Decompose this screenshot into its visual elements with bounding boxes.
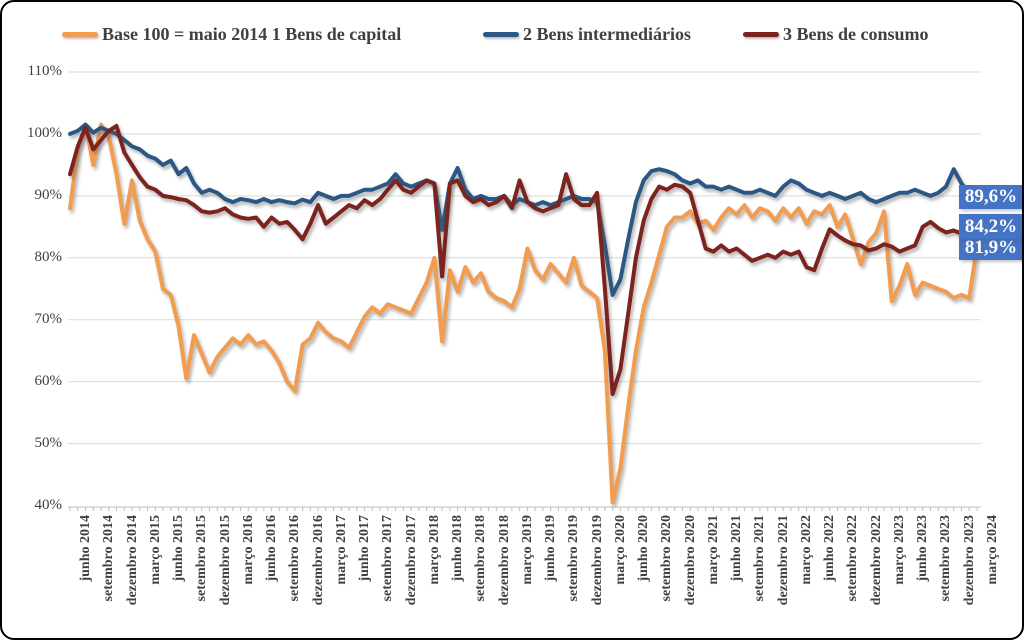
x-tick-label: dezembro 2017 xyxy=(403,515,419,606)
x-tick-label: dezembro 2020 xyxy=(682,515,698,606)
data-label-consumo: 84,2% xyxy=(959,214,1022,239)
consumo-series-marker-icon xyxy=(743,31,779,37)
x-tick-label: setembro 2018 xyxy=(473,515,489,602)
x-tick-label: setembro 2015 xyxy=(194,515,210,602)
legend-label-consumo: 3 Bens de consumo xyxy=(783,23,929,44)
x-tick-label: dezembro 2022 xyxy=(868,515,884,606)
y-tick-label: 50% xyxy=(34,434,63,451)
legend-label-intermediarios: 2 Bens intermediários xyxy=(523,23,691,44)
y-tick-label: 90% xyxy=(34,186,63,203)
legend-item-consumo: 3 Bens de consumo xyxy=(743,22,929,46)
x-tick-label: março 2017 xyxy=(333,515,349,585)
y-tick-label: 80% xyxy=(34,248,63,265)
x-tick-label: junho 2014 xyxy=(78,515,93,582)
x-tick-label: dezembro 2023 xyxy=(961,515,977,606)
x-tick-label: junho 2017 xyxy=(357,515,373,582)
x-tick-label: junho 2016 xyxy=(264,515,280,582)
x-tick-label: junho 2022 xyxy=(822,515,838,582)
y-tick-label: 40% xyxy=(34,496,63,513)
series-2 xyxy=(68,122,979,297)
x-tick-label: dezembro 2015 xyxy=(217,515,233,606)
x-tick-label: setembro 2022 xyxy=(845,515,861,602)
x-tick-label: setembro 2023 xyxy=(938,515,954,602)
x-tick-label: junho 2015 xyxy=(171,515,187,582)
series-3 xyxy=(68,123,979,396)
x-tick-label: dezembro 2014 xyxy=(124,515,140,606)
x-tick-label: setembro 2016 xyxy=(287,515,303,602)
x-tick-label: dezembro 2019 xyxy=(589,515,605,606)
x-tick-label: junho 2021 xyxy=(729,515,745,582)
x-tick-label: março 2023 xyxy=(891,515,907,585)
x-tick-label: março 2016 xyxy=(240,515,256,585)
y-tick-label: 60% xyxy=(34,372,63,389)
x-tick-label: junho 2018 xyxy=(450,515,466,582)
x-axis-line xyxy=(68,506,981,511)
x-tick-label: junho 2023 xyxy=(915,515,931,582)
x-tick-label: setembro 2017 xyxy=(380,515,396,602)
series-1 xyxy=(68,122,979,505)
y-tick-label: 110% xyxy=(27,63,62,79)
x-tick-label: setembro 2014 xyxy=(101,515,117,602)
x-tick-label: dezembro 2016 xyxy=(310,515,326,606)
y-tick-label: 100% xyxy=(27,124,62,141)
x-tick-label: junho 2019 xyxy=(543,515,559,582)
x-tick-label: dezembro 2021 xyxy=(775,515,791,606)
x-tick-label: setembro 2020 xyxy=(659,515,675,602)
x-tick-label: março 2022 xyxy=(798,515,814,585)
x-tick-label: setembro 2021 xyxy=(752,515,768,602)
legend-label-capital: Base 100 = maio 2014 1 Bens de capital xyxy=(102,23,402,44)
data-label-intermediarios: 89,6% xyxy=(959,185,1022,209)
legend-item-capital: Base 100 = maio 2014 1 Bens de capital xyxy=(62,22,401,46)
capital-series-marker-icon xyxy=(62,31,98,37)
x-tick-label: dezembro 2018 xyxy=(496,515,512,606)
intermediarios-series-marker-icon xyxy=(483,31,519,37)
y-tick-label: 70% xyxy=(34,310,63,327)
x-tick-label: março 2019 xyxy=(519,515,535,585)
x-tick-label: março 2024 xyxy=(985,515,1000,585)
x-tick-label: março 2021 xyxy=(705,515,721,585)
legend-item-intermediarios: 2 Bens intermediários xyxy=(483,22,691,46)
x-tick-label: março 2020 xyxy=(612,515,628,585)
x-tick-label: março 2018 xyxy=(426,515,442,585)
x-tick-label: junho 2020 xyxy=(636,515,652,582)
x-tick-label: março 2015 xyxy=(147,515,163,585)
x-tick-label: setembro 2019 xyxy=(566,515,582,602)
